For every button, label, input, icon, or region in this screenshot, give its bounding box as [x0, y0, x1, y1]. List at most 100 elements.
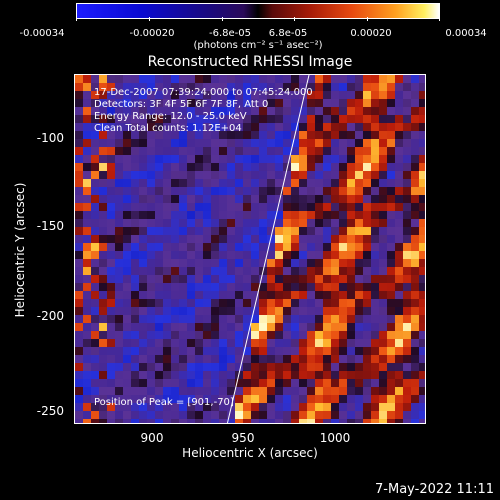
heatmap-cell: [115, 83, 123, 91]
heatmap-cell: [347, 307, 355, 315]
heatmap-cell: [379, 259, 387, 267]
heatmap-cell: [307, 291, 315, 299]
heatmap-cell: [371, 131, 379, 139]
heatmap-cell: [131, 235, 139, 243]
heatmap-cell: [163, 371, 171, 379]
footer-timestamp: 7-May-2022 11:11: [375, 482, 494, 497]
heatmap-cell: [331, 331, 339, 339]
heatmap-cell: [203, 315, 211, 323]
heatmap-cell: [91, 227, 99, 235]
heatmap-cell: [211, 395, 219, 403]
heatmap-cell: [371, 243, 379, 251]
heatmap-cell: [75, 331, 83, 339]
heatmap-cell: [403, 163, 411, 171]
heatmap-cell: [107, 355, 115, 363]
heatmap-cell: [195, 371, 203, 379]
heatmap-cell: [411, 339, 419, 347]
heatmap-cell: [219, 131, 227, 139]
heatmap-cell: [219, 243, 227, 251]
heatmap-cell: [195, 355, 203, 363]
heatmap-cell: [283, 171, 291, 179]
heatmap-cell: [131, 211, 139, 219]
heatmap-cell: [107, 91, 115, 99]
heatmap-cell: [187, 379, 195, 387]
colorbar-tick-label: -0.00020: [129, 28, 175, 39]
colorbar-tick-mark: [439, 17, 440, 21]
heatmap-cell: [395, 371, 403, 379]
heatmap-cell: [347, 379, 355, 387]
heatmap-cell: [211, 163, 219, 171]
heatmap-cell: [187, 403, 195, 411]
heatmap-cell: [371, 363, 379, 371]
heatmap-cell: [219, 387, 227, 395]
heatmap-cell: [259, 75, 267, 83]
heatmap-cell: [163, 363, 171, 371]
heatmap-cell: [339, 339, 347, 347]
heatmap-cell: [259, 251, 267, 259]
heatmap-cell: [419, 315, 425, 323]
heatmap-cell: [291, 123, 299, 131]
heatmap-cell: [179, 347, 187, 355]
heatmap-cell: [267, 395, 275, 403]
heatmap-cell: [259, 275, 267, 283]
heatmap-cell: [307, 355, 315, 363]
heatmap-cell: [339, 211, 347, 219]
heatmap-cell: [315, 187, 323, 195]
heatmap-cell: [307, 99, 315, 107]
heatmap-cell: [83, 251, 91, 259]
heatmap-cell: [91, 339, 99, 347]
heatmap-cell: [419, 299, 425, 307]
heatmap-cell: [187, 211, 195, 219]
heatmap-cell: [307, 371, 315, 379]
heatmap-cell: [107, 99, 115, 107]
heatmap-cell: [379, 195, 387, 203]
heatmap-cell: [299, 411, 307, 419]
heatmap-cell: [299, 323, 307, 331]
heatmap-cell: [403, 283, 411, 291]
heatmap-cell: [147, 379, 155, 387]
heatmap-cell: [403, 323, 411, 331]
heatmap-cell: [179, 171, 187, 179]
heatmap-cell: [291, 139, 299, 147]
heatmap-cell: [123, 347, 131, 355]
heatmap-cell: [83, 323, 91, 331]
heatmap-cell: [275, 291, 283, 299]
heatmap-cell: [347, 347, 355, 355]
heatmap-cell: [123, 243, 131, 251]
heatmap-cell: [219, 139, 227, 147]
heatmap-cell: [187, 339, 195, 347]
heatmap-cell: [179, 251, 187, 259]
heatmap-cell: [203, 115, 211, 123]
heatmap-cell: [75, 411, 83, 419]
heatmap-cell: [99, 235, 107, 243]
heatmap-cell: [403, 267, 411, 275]
heatmap-cell: [243, 307, 251, 315]
heatmap-cell: [419, 395, 425, 403]
heatmap-cell: [147, 363, 155, 371]
heatmap-cell: [115, 379, 123, 387]
heatmap-cell: [395, 339, 403, 347]
heatmap-cell: [203, 419, 211, 423]
heatmap-cell: [195, 347, 203, 355]
heatmap-cell: [259, 155, 267, 163]
heatmap-cell: [99, 91, 107, 99]
heatmap-cell: [187, 107, 195, 115]
heatmap-cell: [163, 219, 171, 227]
heatmap-cell: [395, 299, 403, 307]
heatmap-cell: [171, 355, 179, 363]
heatmap-cell: [179, 155, 187, 163]
heatmap-cell: [259, 171, 267, 179]
heatmap-cell: [387, 387, 395, 395]
heatmap-cell: [243, 267, 251, 275]
heatmap-cell: [75, 291, 83, 299]
heatmap-cell: [275, 139, 283, 147]
heatmap-cell: [179, 299, 187, 307]
heatmap-cell: [419, 403, 425, 411]
heatmap-cell: [131, 339, 139, 347]
heatmap-cell: [171, 91, 179, 99]
heatmap-cell: [91, 395, 99, 403]
heatmap-cell: [219, 155, 227, 163]
heatmap-cell: [419, 131, 425, 139]
heatmap-cell: [243, 403, 251, 411]
heatmap-cell: [99, 83, 107, 91]
